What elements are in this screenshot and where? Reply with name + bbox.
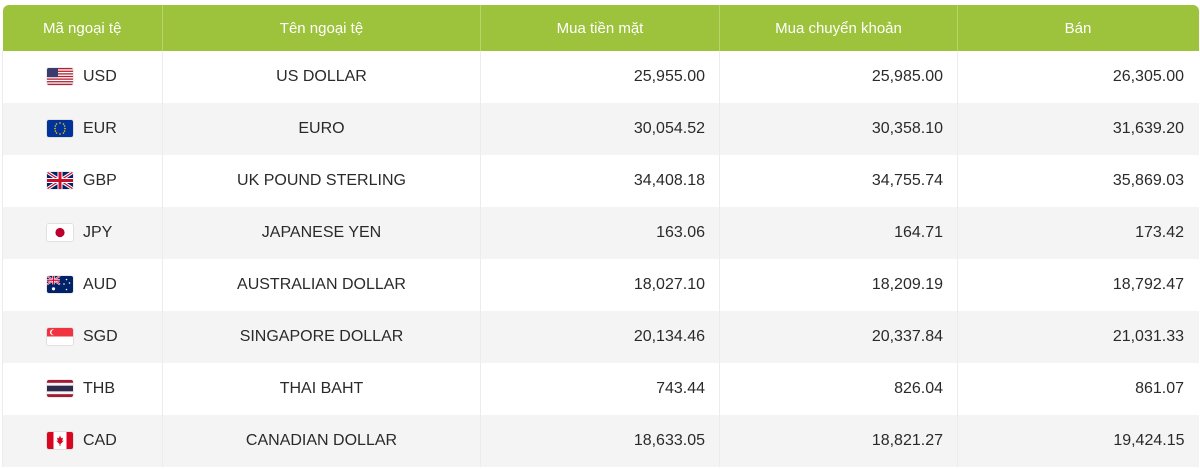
currency-code-cell: JPY — [2, 207, 163, 259]
cash-buy-value: 20,134.46 — [480, 311, 720, 363]
cash-buy-value: 25,955.00 — [480, 51, 720, 103]
table-row: USD US DOLLAR 25,955.00 25,985.00 26,305… — [2, 51, 1199, 103]
currency-code-cell: SGD — [2, 311, 163, 363]
header-cash-buy[interactable]: Mua tiền mặt — [480, 5, 720, 51]
header-sell[interactable]: Bán — [957, 5, 1199, 51]
eu-flag-icon — [47, 120, 73, 138]
currency-code-cell: AUD — [2, 259, 163, 311]
currency-code: THB — [83, 379, 115, 397]
sell-value: 26,305.00 — [957, 51, 1199, 103]
transfer-buy-value: 30,358.10 — [719, 103, 958, 155]
currency-code: USD — [83, 67, 117, 85]
us-flag-icon — [47, 68, 73, 86]
exchange-rate-table: Mã ngoại tệ Tên ngoại tệ Mua tiền mặt Mu… — [2, 5, 1199, 467]
cash-buy-value: 163.06 — [480, 207, 720, 259]
currency-code: EUR — [83, 119, 117, 137]
transfer-buy-value: 164.71 — [719, 207, 958, 259]
currency-name: THAI BAHT — [162, 363, 481, 415]
sell-value: 19,424.15 — [957, 415, 1199, 467]
header-currency-name[interactable]: Tên ngoại tệ — [162, 5, 481, 51]
table-row: GBP UK POUND STERLING 34,408.18 34,755.7… — [2, 155, 1199, 207]
table-row: SGD SINGAPORE DOLLAR 20,134.46 20,337.84… — [2, 311, 1199, 363]
cash-buy-value: 30,054.52 — [480, 103, 720, 155]
currency-name: CANADIAN DOLLAR — [162, 415, 481, 467]
currency-code: JPY — [83, 223, 113, 241]
header-transfer-buy[interactable]: Mua chuyển khoản — [719, 5, 958, 51]
jp-flag-icon — [47, 224, 73, 242]
table-row: CAD CANADIAN DOLLAR 18,633.05 18,821.27 … — [2, 415, 1199, 467]
sell-value: 173.42 — [957, 207, 1199, 259]
transfer-buy-value: 25,985.00 — [719, 51, 958, 103]
sell-value: 861.07 — [957, 363, 1199, 415]
currency-name: JAPANESE YEN — [162, 207, 481, 259]
sg-flag-icon — [47, 328, 73, 346]
table-row: EUR EURO 30,054.52 30,358.10 31,639.20 — [2, 103, 1199, 155]
th-flag-icon — [47, 380, 73, 398]
currency-code: CAD — [83, 431, 117, 449]
cash-buy-value: 18,027.10 — [480, 259, 720, 311]
transfer-buy-value: 18,821.27 — [719, 415, 958, 467]
ca-flag-icon — [47, 432, 73, 450]
transfer-buy-value: 18,209.19 — [719, 259, 958, 311]
header-currency-code[interactable]: Mã ngoại tệ — [2, 5, 163, 51]
transfer-buy-value: 20,337.84 — [719, 311, 958, 363]
currency-code-cell: THB — [2, 363, 163, 415]
sell-value: 21,031.33 — [957, 311, 1199, 363]
currency-code: AUD — [83, 275, 117, 293]
currency-name: AUSTRALIAN DOLLAR — [162, 259, 481, 311]
table-header-row: Mã ngoại tệ Tên ngoại tệ Mua tiền mặt Mu… — [2, 5, 1199, 51]
cash-buy-value: 34,408.18 — [480, 155, 720, 207]
uk-flag-icon — [47, 172, 73, 190]
currency-code-cell: GBP — [2, 155, 163, 207]
currency-name: UK POUND STERLING — [162, 155, 481, 207]
currency-code-cell: USD — [2, 51, 163, 103]
currency-code-cell: EUR — [2, 103, 163, 155]
currency-name: SINGAPORE DOLLAR — [162, 311, 481, 363]
transfer-buy-value: 34,755.74 — [719, 155, 958, 207]
currency-name: EURO — [162, 103, 481, 155]
currency-name: US DOLLAR — [162, 51, 481, 103]
sell-value: 35,869.03 — [957, 155, 1199, 207]
cash-buy-value: 18,633.05 — [480, 415, 720, 467]
transfer-buy-value: 826.04 — [719, 363, 958, 415]
table-row: JPY JAPANESE YEN 163.06 164.71 173.42 — [2, 207, 1199, 259]
sell-value: 18,792.47 — [957, 259, 1199, 311]
sell-value: 31,639.20 — [957, 103, 1199, 155]
table-row: THB THAI BAHT 743.44 826.04 861.07 — [2, 363, 1199, 415]
au-flag-icon — [47, 276, 73, 294]
currency-code: GBP — [83, 171, 117, 189]
table-row: AUD AUSTRALIAN DOLLAR 18,027.10 18,209.1… — [2, 259, 1199, 311]
cash-buy-value: 743.44 — [480, 363, 720, 415]
currency-code: SGD — [83, 327, 118, 345]
currency-code-cell: CAD — [2, 415, 163, 467]
